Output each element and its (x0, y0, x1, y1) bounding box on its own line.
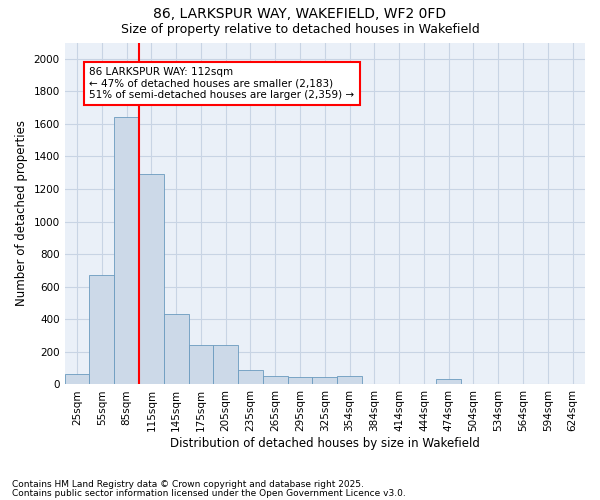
Bar (263, 376, 287, 384)
Bar (65, 374, 89, 384)
Bar (214, 346, 238, 385)
Bar (337, 376, 362, 384)
Bar (164, 314, 188, 384)
Bar (287, 377, 313, 384)
X-axis label: Distribution of detached houses by size in Wakefield: Distribution of detached houses by size … (170, 437, 480, 450)
Bar (188, 346, 214, 385)
Bar (436, 379, 461, 384)
Text: 86 LARKSPUR WAY: 112sqm
← 47% of detached houses are smaller (2,183)
51% of semi: 86 LARKSPUR WAY: 112sqm ← 47% of detache… (89, 67, 355, 100)
Y-axis label: Number of detached properties: Number of detached properties (15, 120, 28, 306)
Bar (238, 370, 263, 384)
Text: Contains HM Land Registry data © Crown copyright and database right 2025.: Contains HM Land Registry data © Crown c… (12, 480, 364, 489)
Text: Contains public sector information licensed under the Open Government Licence v3: Contains public sector information licen… (12, 488, 406, 498)
Bar (139, 174, 164, 384)
Bar (313, 377, 337, 384)
Text: Size of property relative to detached houses in Wakefield: Size of property relative to detached ho… (121, 22, 479, 36)
Text: 86, LARKSPUR WAY, WAKEFIELD, WF2 0FD: 86, LARKSPUR WAY, WAKEFIELD, WF2 0FD (154, 8, 446, 22)
Bar (114, 118, 139, 384)
Bar (89, 276, 114, 384)
